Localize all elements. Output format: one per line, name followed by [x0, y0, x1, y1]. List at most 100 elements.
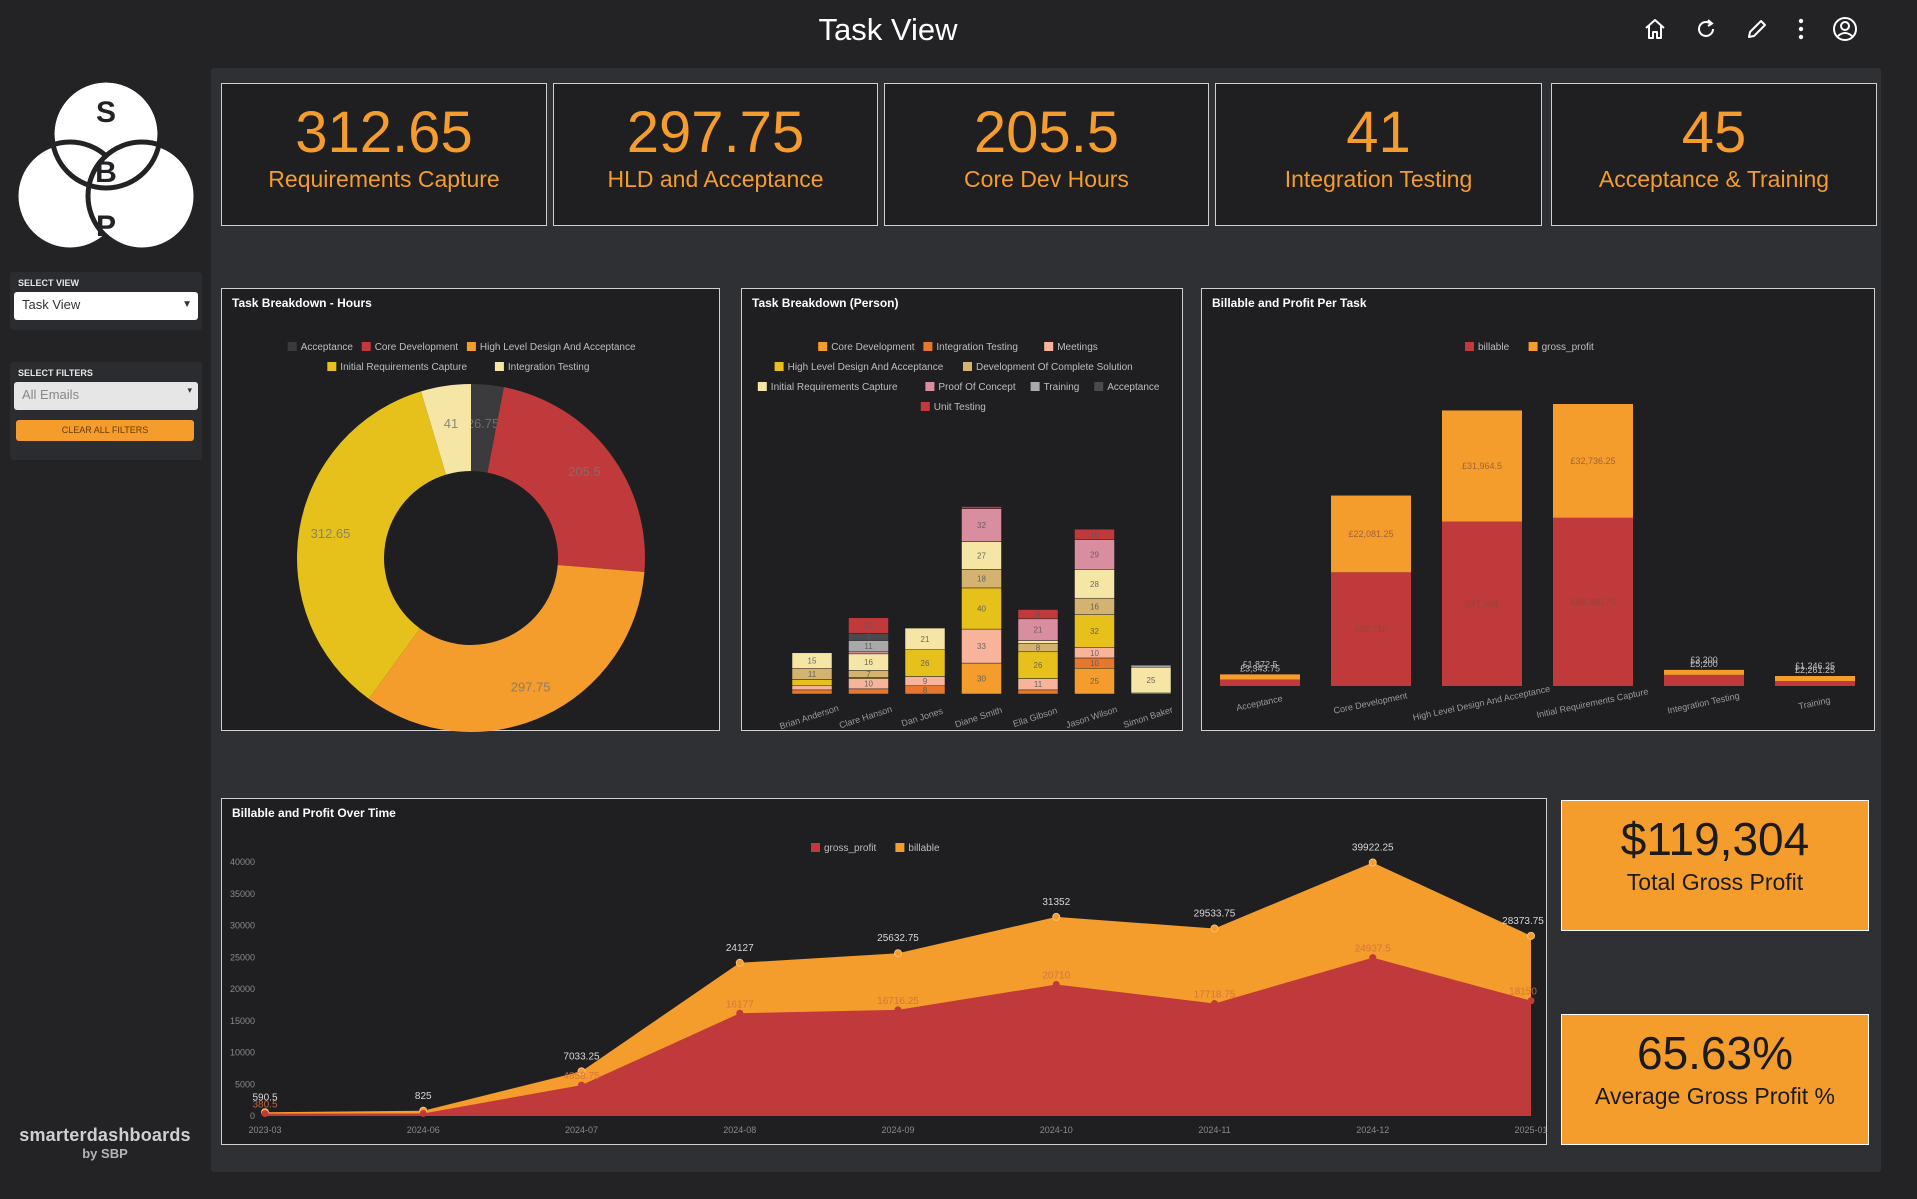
point-label: 24937.5 [1355, 944, 1392, 955]
more-vertical-icon[interactable] [1794, 15, 1808, 43]
kpi-value: 45 [1681, 100, 1747, 165]
x-tick-label: High Level Design And Acceptance [1412, 684, 1551, 723]
segment-label: 32 [977, 521, 986, 530]
data-point [1211, 999, 1218, 1007]
edit-icon[interactable] [1743, 15, 1771, 43]
donut-chart: Acceptance Core Development High Level Des… [287, 342, 645, 732]
home-icon[interactable] [1641, 15, 1669, 43]
account-icon[interactable] [1831, 15, 1859, 43]
logo-letter-p: P [96, 210, 116, 243]
data-point [894, 1006, 902, 1014]
point-label: 28373.75 [1502, 916, 1544, 927]
kpi-label: Acceptance & Training [1598, 166, 1830, 192]
segment-label: 15 [808, 657, 817, 666]
legend-item: Unit Testing [934, 402, 986, 413]
chart-title: Task Breakdown - Hours [232, 296, 372, 310]
legend-swatch [774, 362, 784, 371]
legend-swatch [361, 342, 371, 351]
view-select[interactable]: Task View ▼ [14, 292, 198, 320]
legend-item: Training [1044, 382, 1080, 393]
kpi-label: Total Gross Profit [1626, 869, 1804, 895]
donut-slice [368, 565, 645, 732]
bar-segment [848, 651, 889, 655]
segment-label: 9 [923, 677, 928, 686]
segment-label: 7 [866, 633, 871, 642]
y-tick-label: 35000 [230, 889, 255, 899]
point-label: 39922.25 [1352, 842, 1394, 853]
bar-label: £5,200 [1690, 659, 1718, 669]
point-label: 7033.25 [563, 1051, 600, 1062]
bar-segment [791, 652, 833, 669]
bar-segment [961, 628, 1002, 664]
bar-label: £2,261.25 [1795, 665, 1835, 675]
billable-profit-per-task-card: billable gross_profit £1,872.5 £3,343.75 Acc… [1201, 288, 1875, 731]
segment-label: 10 [1090, 530, 1099, 539]
bar-segment [1130, 664, 1172, 668]
total-gross-profit-kpi: $119,304 Total Gross Profit [1561, 800, 1869, 931]
x-tick-label: Diane Smith [954, 705, 1004, 730]
bar-label: £1,246.25 [1795, 661, 1835, 671]
email-filter-select[interactable]: All Emails ▾ [14, 382, 198, 410]
segment-label: 10 [1090, 659, 1099, 668]
bar-segment [1017, 640, 1059, 644]
task-breakdown-person-card: Core Development Integration Testing Meeti… [741, 288, 1183, 731]
x-tick-label: Brian Anderson [778, 703, 840, 732]
brand-name: smarterdashboards [19, 1125, 191, 1145]
y-tick-label: 25000 [230, 952, 255, 962]
legend-item: Meetings [1057, 342, 1098, 353]
bar-segment [1442, 521, 1522, 686]
y-tick-label: 10000 [230, 1048, 255, 1058]
bar-segment [1664, 674, 1744, 686]
segment-label: 11 [808, 670, 817, 679]
point-label: 31352 [1042, 897, 1070, 908]
bar-segment [848, 688, 889, 695]
point-label: 18150 [1509, 987, 1537, 998]
data-point [1527, 931, 1535, 940]
bar-label: £48,390.75 [1570, 597, 1615, 607]
segment-label: 8 [923, 686, 928, 695]
bar-segment [1442, 410, 1522, 522]
kpi-label: Integration Testing [1284, 166, 1473, 192]
legend-item: Proof Of Concept [938, 382, 1015, 393]
y-tick-label: 5000 [235, 1079, 255, 1089]
select-filters-label: SELECT FILTERS [18, 368, 93, 378]
kpi-value: $119,304 [1620, 813, 1810, 865]
bar-label: £47,304 [1466, 599, 1499, 609]
bar-segment [791, 679, 833, 687]
segment-label: 30 [977, 675, 986, 684]
data-point [1052, 980, 1060, 988]
legend-item: billable [1478, 342, 1510, 353]
donut-slice [296, 391, 446, 699]
x-tick-label: Core Development [1333, 690, 1409, 715]
data-point [419, 1109, 427, 1117]
data-point [894, 949, 902, 958]
point-label: 825 [415, 1091, 432, 1102]
point-label: 4858.75 [563, 1071, 600, 1082]
segment-label: 8 [1036, 644, 1041, 653]
bar-segment [1017, 609, 1059, 620]
sidebar: S B P SELECT VIEW Task View ▼ SELECT FIL… [0, 62, 210, 1199]
x-tick-label: 2024-09 [881, 1125, 914, 1135]
segment-label: 18 [977, 575, 986, 584]
y-tick-label: 20000 [230, 984, 255, 994]
donut-slice [487, 387, 645, 573]
donut-slice [471, 384, 504, 473]
refresh-icon[interactable] [1692, 15, 1720, 43]
bar-segment [1775, 681, 1855, 686]
point-label: 20710 [1042, 970, 1070, 981]
slice-label: 26.75 [467, 416, 500, 431]
legend-item: Acceptance [1107, 382, 1160, 393]
legend-swatch [963, 362, 972, 371]
legend-item: High Level Design And Acceptance [788, 362, 944, 373]
bar-segment [791, 689, 833, 695]
data-point [1368, 858, 1377, 867]
legend-swatch [287, 342, 297, 351]
legend-swatch [925, 382, 935, 391]
data-point [1527, 997, 1535, 1005]
point-label: 24127 [726, 943, 754, 954]
clear-all-filters-button[interactable]: CLEAR ALL FILTERS [16, 420, 194, 441]
legend-item: High Level Design And Acceptance [480, 342, 636, 353]
legend-swatch [1094, 382, 1104, 391]
data-point [736, 1009, 744, 1017]
chart-title: Billable and Profit Over Time [232, 806, 396, 820]
